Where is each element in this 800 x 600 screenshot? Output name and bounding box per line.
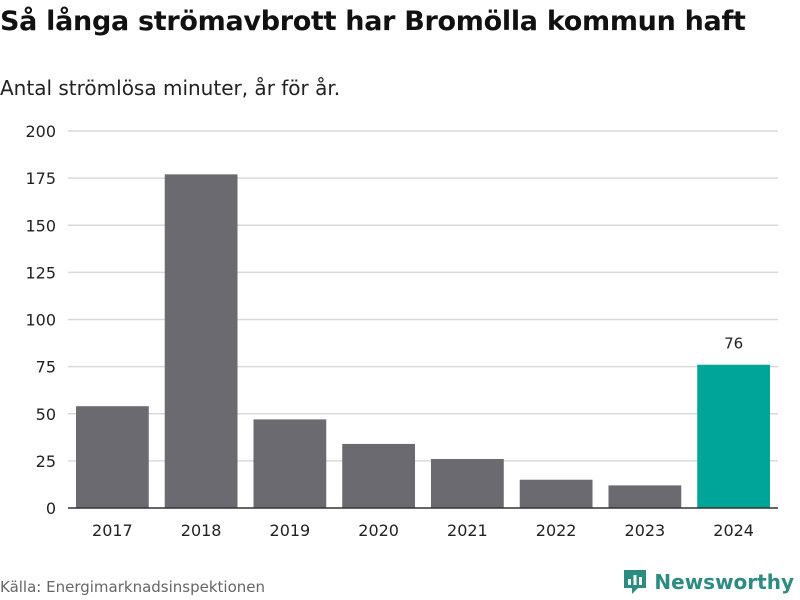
chart-subtitle: Antal strömlösa minuter, år för år. bbox=[0, 76, 341, 100]
x-tick-label: 2021 bbox=[447, 521, 488, 540]
bar-2021 bbox=[430, 458, 504, 508]
x-tick-label: 2020 bbox=[358, 521, 399, 540]
bars bbox=[75, 174, 771, 509]
bar-2020 bbox=[342, 443, 416, 508]
x-tick-label: 2017 bbox=[92, 521, 133, 540]
y-tick-label: 0 bbox=[46, 499, 56, 518]
y-tick-label: 75 bbox=[36, 358, 56, 377]
bar-2018 bbox=[164, 174, 238, 509]
x-tick-label: 2019 bbox=[270, 521, 311, 540]
labels: 0 25 50 75 100 125 150 175 200 2017 2018 2019 2020 20… bbox=[25, 122, 754, 540]
y-tick-label: 175 bbox=[25, 169, 56, 188]
y-tick-label: 125 bbox=[25, 263, 56, 282]
x-tick-label: 2022 bbox=[536, 521, 577, 540]
source-note: Källa: Energimarknadsinspektionen bbox=[0, 578, 266, 596]
bar-2022 bbox=[519, 479, 593, 508]
y-tick-label: 25 bbox=[36, 452, 56, 471]
y-tick-label: 200 bbox=[25, 122, 56, 141]
chart-title: Så långa strömavbrott har Bromölla kommu… bbox=[0, 6, 746, 37]
brand-logo: Newsworthy bbox=[622, 568, 794, 596]
x-tick-label: 2024 bbox=[713, 521, 754, 540]
bar-2017 bbox=[75, 406, 149, 508]
bar-2019 bbox=[253, 419, 327, 508]
data-label: 76 bbox=[724, 335, 743, 353]
x-tick-label: 2018 bbox=[181, 521, 222, 540]
y-tick-label: 50 bbox=[36, 405, 56, 424]
x-tick-label: 2023 bbox=[625, 521, 666, 540]
bar-2024 bbox=[697, 364, 771, 508]
bar-2023 bbox=[608, 485, 682, 508]
y-tick-label: 100 bbox=[25, 311, 56, 330]
brand-name: Newsworthy bbox=[654, 570, 794, 594]
newsworthy-logo-icon bbox=[624, 570, 647, 594]
y-tick-label: 150 bbox=[25, 216, 56, 235]
